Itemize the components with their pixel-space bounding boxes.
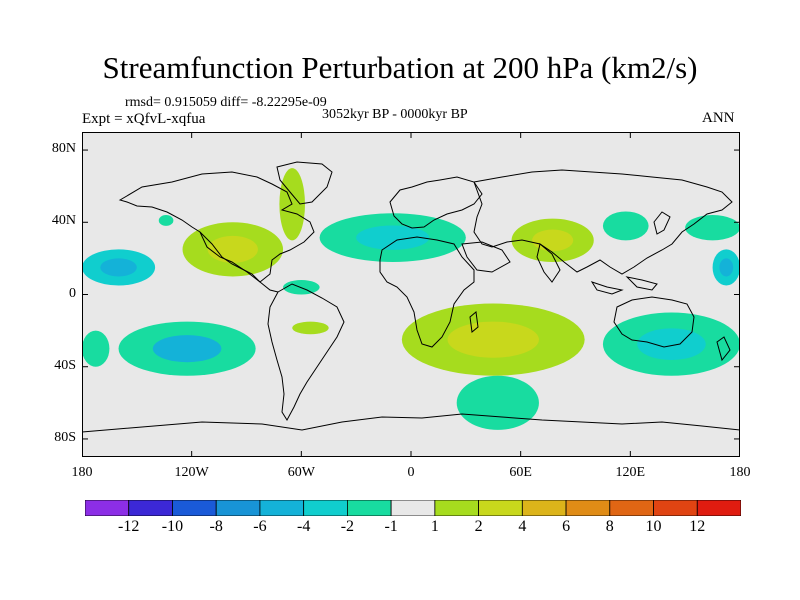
map-background	[82, 132, 740, 457]
y-tick-label: 40S	[54, 357, 76, 373]
x-tick-label: 180	[71, 465, 93, 480]
anomaly-southern-ocean	[456, 375, 539, 430]
colorbar-label: -2	[340, 518, 355, 535]
coast-africa	[379, 236, 475, 348]
anomaly-contours	[82, 168, 740, 430]
coastlines	[82, 161, 740, 433]
x-tick-label: 180	[729, 465, 751, 480]
colorbar-box	[259, 500, 305, 516]
colorbar-box	[303, 500, 348, 516]
x-tick-label: 60E	[509, 465, 532, 480]
coast-antarctica	[82, 413, 740, 433]
anomaly-core-mexico-gulf	[207, 235, 258, 263]
experiment-label: Expt = xQfvL-xqfua	[82, 111, 206, 127]
anomaly-core-eq-pacific-east	[719, 258, 734, 277]
anomaly-s-pacific-west	[82, 330, 110, 367]
coast-australia	[613, 296, 695, 348]
season-label: ANN	[702, 110, 735, 126]
map-plot	[82, 132, 740, 457]
colorbar-box	[172, 500, 217, 516]
coast-japan	[653, 211, 671, 235]
tick-marks	[82, 132, 740, 457]
colorbar	[85, 500, 741, 516]
coast-europe	[389, 176, 483, 229]
y-tick-label: 80S	[54, 429, 76, 445]
colorbar-label: 10	[645, 518, 662, 535]
colorbar-label: 1	[430, 518, 439, 535]
colorbar-box	[478, 500, 523, 516]
coast-new-zealand	[716, 336, 731, 362]
x-tick-label: 120W	[174, 465, 209, 480]
coast-indonesia-2	[625, 276, 658, 291]
colorbar-box	[85, 500, 130, 516]
colorbar-label: 2	[474, 518, 483, 535]
colorbar-label: 6	[562, 518, 571, 535]
rmsd-diff-label: rmsd= 0.915059 diff= -8.22295e-09	[125, 95, 327, 110]
anomaly-core-india-asia	[532, 229, 574, 252]
anomaly-core-eq-pacific-west	[100, 258, 137, 277]
colorbar-box	[653, 500, 698, 516]
anomaly-south-atlantic	[292, 321, 329, 335]
anomaly-china-east	[602, 211, 649, 241]
x-tick-label: 0	[407, 465, 415, 480]
colorbar-label: 12	[689, 518, 706, 535]
colorbar-label: -6	[253, 518, 267, 535]
anomaly-core-south-pacific	[152, 335, 222, 363]
colorbar-label: -12	[118, 518, 140, 535]
y-tick-label: 0	[69, 285, 76, 301]
x-tick-label: 120E	[615, 465, 646, 480]
colorbar-label: 8	[605, 518, 614, 535]
colorbar-label: -1	[384, 518, 398, 535]
colorbar-box	[696, 500, 741, 516]
colorbar-box	[390, 500, 436, 516]
anomaly-nw-pacific	[685, 215, 740, 241]
anomaly-core-australia	[637, 328, 706, 360]
coast-indonesia-1	[590, 281, 624, 295]
coast-mexico	[199, 231, 279, 293]
colorbar-box	[434, 500, 480, 516]
colorbar-label: 4	[518, 518, 527, 535]
x-tick-label: 60W	[287, 465, 315, 480]
colorbar-box	[128, 500, 173, 516]
coast-north-america	[118, 171, 315, 283]
colorbar-label: -4	[296, 518, 311, 535]
colorbar-label: -8	[209, 518, 223, 535]
period-label: 3052kyr BP - 0000kyr BP	[322, 107, 468, 122]
anomaly-core-north-atlantic	[356, 225, 430, 250]
y-tick-label: 80N	[51, 141, 76, 157]
y-tick-label: 40N	[51, 213, 76, 229]
anomaly-core-southern-africa-indian	[447, 321, 539, 358]
colorbar-label: -10	[161, 518, 184, 535]
coast-greenland	[276, 161, 333, 205]
coast-arabia	[461, 241, 511, 273]
colorbar-box	[215, 500, 261, 516]
plot-title: Streamfunction Perturbation at 200 hPa (…	[102, 50, 698, 85]
coast-asia	[473, 169, 733, 275]
coast-madagascar	[469, 311, 479, 333]
coast-india	[536, 243, 561, 283]
colorbar-box	[565, 500, 611, 516]
coast-south-america	[267, 283, 345, 421]
colorbar-box	[346, 500, 392, 516]
anomaly-north-pacific-east	[158, 215, 174, 226]
colorbar-box	[609, 500, 654, 516]
colorbar-box	[521, 500, 567, 516]
